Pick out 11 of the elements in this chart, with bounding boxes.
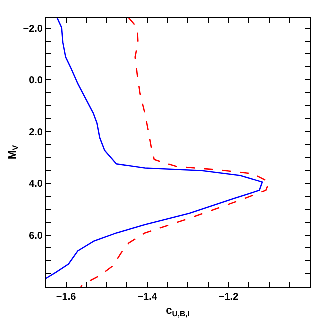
y-tick-label: 4.0 <box>29 179 44 190</box>
line-series <box>80 18 270 287</box>
x-tick-label: −1.4 <box>138 292 158 303</box>
x-tick-label: −1.2 <box>218 292 240 303</box>
x-tick-label: −1.6 <box>56 292 77 303</box>
y-tick-label: −2.0 <box>23 24 44 35</box>
line-series <box>46 18 264 280</box>
x-axis-title: c$_{U,B,I}$ <box>166 305 190 319</box>
y-tick-label: 0.0 <box>29 76 44 87</box>
y-tick-label: 2.0 <box>29 127 44 138</box>
y-tick-label: 6.0 <box>29 230 44 242</box>
